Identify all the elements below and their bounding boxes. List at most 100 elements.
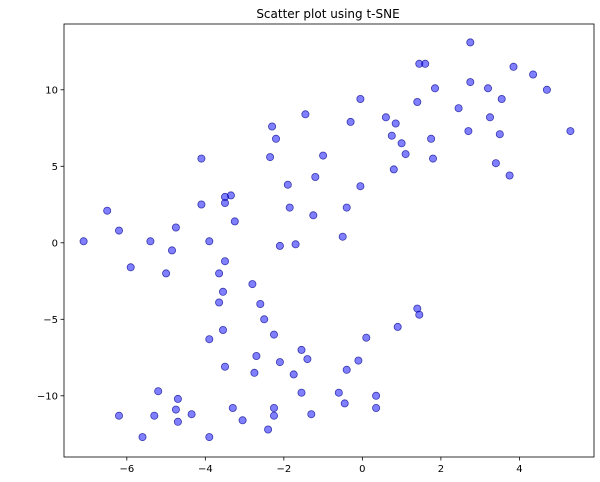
scatter-point [495,130,504,139]
scatter-point [238,416,247,425]
scatter-point [115,411,124,420]
scatter-point [430,84,439,93]
scatter-point [150,411,159,420]
scatter-point [297,388,306,397]
y-tick-label: 10 [45,85,58,96]
scatter-point [171,405,180,414]
scatter-point [466,78,475,87]
scatter-point [138,433,147,442]
scatter-point [220,362,229,371]
scatter-point [264,425,273,434]
scatter-point [197,200,206,209]
scatter-point [309,211,318,220]
x-tick-label: 2 [438,464,444,475]
scatter-point [248,280,257,289]
scatter-point [356,182,365,191]
scatter-point [334,388,343,397]
scatter-point [146,237,155,246]
x-tick-label: −6 [119,464,134,475]
scatter-point [483,84,492,93]
scatter-point [205,433,214,442]
scatter-point [542,85,551,94]
scatter-point [250,368,259,377]
scatter-point [162,269,171,278]
scatter-point [464,127,473,136]
scatter-point [271,134,280,143]
scatter-point [505,171,514,180]
scatter-point [356,95,365,104]
scatter-point [215,298,224,307]
scatter-point [421,59,430,68]
x-tick-label: −2 [276,464,291,475]
scatter-point [393,322,402,331]
scatter-point [387,131,396,140]
scatter-point [260,315,269,324]
scatter-point [269,330,278,339]
scatter-point [397,139,406,148]
scatter-point [220,192,229,201]
scatter-point [220,257,229,266]
scatter-point [79,237,88,246]
scatter-point [283,180,292,189]
scatter-point [187,410,196,419]
scatter-point [491,159,500,168]
scatter-point [275,358,284,367]
y-tick-label: 5 [52,162,58,173]
scatter-point [230,217,239,226]
scatter-point [401,150,410,159]
scatter-point [171,223,180,232]
scatter-point [391,119,400,128]
points-layer [79,38,575,442]
scatter-point [454,104,463,113]
scatter-point [497,95,506,104]
scatter-point [103,206,112,215]
scatter-point [126,263,135,272]
scatter-point [268,122,277,131]
x-axis: −6 −4 −2 0 2 4 [119,457,523,475]
x-tick-label: 0 [359,464,365,475]
scatter-point [115,226,124,235]
y-axis: −10 −5 0 5 10 [37,85,64,402]
scatter-point [428,154,437,163]
scatter-point [297,345,306,354]
scatter-point [167,246,176,255]
scatter-point [319,151,328,160]
scatter-point [269,411,278,420]
scatter-point [389,165,398,174]
scatter-point [205,335,214,344]
scatter-point [307,410,316,419]
scatter-point [342,365,351,374]
scatter-point [269,403,278,412]
scatter-point [266,153,275,162]
scatter-point [228,403,237,412]
chart-title: Scatter plot using t-SNE [256,7,399,21]
scatter-point [285,203,294,212]
scatter-point [427,134,436,143]
plot-frame [63,23,595,458]
scatter-point [252,351,261,360]
scatter-point [173,417,182,426]
scatter-point [173,394,182,403]
scatter-point [415,310,424,319]
scatter-point [381,113,390,122]
scatter-point [372,391,381,400]
x-tick-label: −4 [198,464,213,475]
scatter-point [338,232,347,241]
scatter-point [301,110,310,119]
y-tick-label: −5 [43,315,58,326]
scatter-point [256,299,265,308]
scatter-point [215,269,224,278]
scatter-point [466,38,475,47]
scatter-point [342,203,351,212]
scatter-point [346,117,355,126]
scatter-point [205,237,214,246]
scatter-point [372,403,381,412]
scatter-point [275,241,284,250]
scatter-point [291,240,300,249]
scatter-point [311,172,320,181]
scatter-point [154,387,163,396]
scatter-point [529,70,538,79]
scatter-point [509,62,518,71]
scatter-point [218,325,227,334]
